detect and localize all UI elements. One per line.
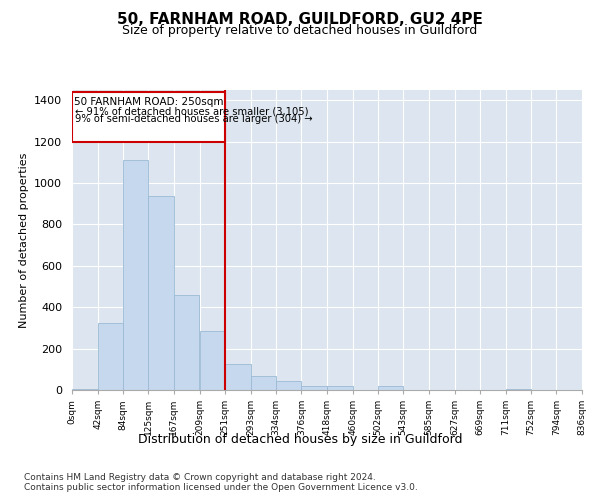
- Bar: [174, 295, 199, 390]
- Bar: [199, 331, 225, 390]
- Text: 50, FARNHAM ROAD, GUILDFORD, GU2 4PE: 50, FARNHAM ROAD, GUILDFORD, GU2 4PE: [117, 12, 483, 28]
- Text: Contains public sector information licensed under the Open Government Licence v3: Contains public sector information licen…: [24, 482, 418, 492]
- Text: 9% of semi-detached houses are larger (304) →: 9% of semi-detached houses are larger (3…: [75, 114, 313, 124]
- Bar: [98, 323, 123, 390]
- Text: Distribution of detached houses by size in Guildford: Distribution of detached houses by size …: [138, 432, 462, 446]
- Bar: [148, 196, 174, 390]
- Bar: [378, 386, 403, 390]
- FancyBboxPatch shape: [72, 92, 225, 142]
- Text: Size of property relative to detached houses in Guildford: Size of property relative to detached ho…: [122, 24, 478, 37]
- Bar: [276, 380, 301, 390]
- Y-axis label: Number of detached properties: Number of detached properties: [19, 152, 29, 328]
- Text: ← 91% of detached houses are smaller (3,105): ← 91% of detached houses are smaller (3,…: [75, 106, 308, 117]
- Bar: [251, 376, 276, 390]
- Bar: [123, 160, 148, 390]
- Bar: [301, 386, 327, 390]
- Bar: [225, 364, 251, 390]
- Bar: [327, 386, 353, 390]
- Text: 50 FARNHAM ROAD: 250sqm: 50 FARNHAM ROAD: 250sqm: [74, 97, 223, 107]
- Bar: [506, 389, 531, 390]
- Text: Contains HM Land Registry data © Crown copyright and database right 2024.: Contains HM Land Registry data © Crown c…: [24, 472, 376, 482]
- Bar: [72, 389, 98, 390]
